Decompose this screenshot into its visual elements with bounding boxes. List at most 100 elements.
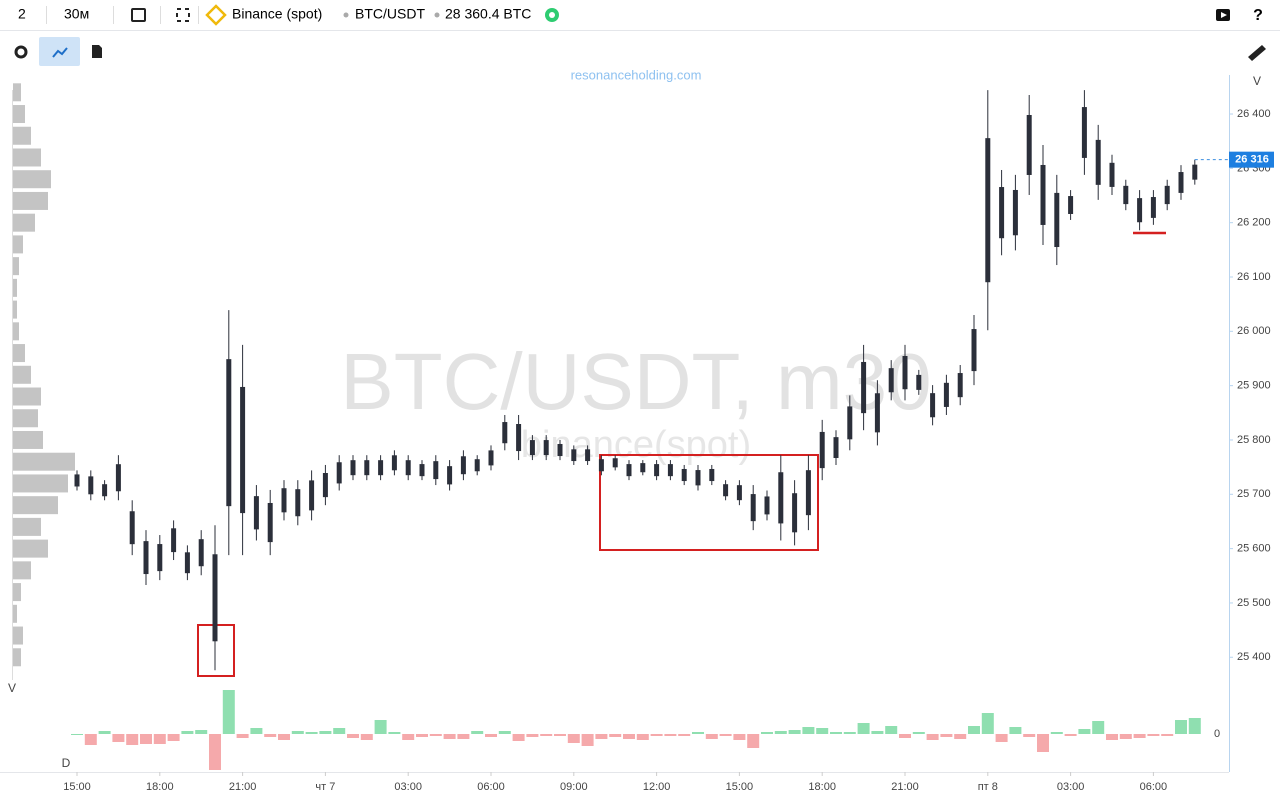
- delta-bar: [167, 734, 180, 741]
- bar-body: [1081, 107, 1087, 158]
- bar-body: [1026, 115, 1032, 175]
- bar-body: [888, 368, 894, 393]
- profile-bar: [13, 496, 58, 515]
- bar-body: [1192, 164, 1198, 180]
- delta-bar: [926, 734, 939, 740]
- bar-body: [171, 528, 177, 553]
- layout[interactable]: 2: [18, 6, 26, 22]
- delta-bar: [1175, 720, 1187, 734]
- profile-bar: [13, 126, 31, 145]
- timeframe[interactable]: 30м: [64, 6, 89, 22]
- delta-bar: [705, 734, 718, 739]
- delta-bar: [664, 734, 677, 736]
- screenshot-icon[interactable]: [176, 8, 190, 22]
- bar-body: [198, 539, 204, 567]
- delta-bar: [1133, 734, 1146, 738]
- x-tick-label: 03:00: [1057, 781, 1085, 793]
- bar-body: [819, 431, 825, 469]
- settings-icon[interactable]: [14, 45, 28, 59]
- bar-body: [585, 449, 591, 462]
- delta-bar: [912, 732, 925, 734]
- bar-body: [460, 456, 466, 475]
- delta-bar: [995, 734, 1008, 742]
- delta-bar: [1009, 727, 1022, 734]
- profile-bar: [13, 604, 17, 623]
- y-tick-label: 25 800: [1237, 434, 1271, 446]
- delta-bar: [1064, 734, 1077, 736]
- profile-bar: [13, 148, 41, 167]
- y-tick-label: 25 600: [1237, 543, 1271, 555]
- status-icon-inner: [549, 12, 555, 18]
- bar-body: [957, 373, 963, 398]
- notes-icon[interactable]: [92, 45, 102, 58]
- delta-bar: [830, 732, 842, 734]
- y-tick-label: 26 400: [1237, 108, 1271, 120]
- bar-body: [129, 511, 135, 545]
- delta-bar: [250, 728, 263, 734]
- bar-body: [792, 493, 798, 533]
- delta-bar: [540, 734, 553, 736]
- x-tick-label: 21:00: [229, 781, 257, 793]
- profile-bar: [13, 105, 25, 124]
- bar-body: [626, 464, 632, 477]
- delta-bar: [416, 734, 428, 737]
- delta-bar: [981, 713, 994, 734]
- bar-body: [640, 463, 646, 473]
- help-icon[interactable]: ?: [1253, 7, 1263, 24]
- delta-bar: [360, 734, 373, 740]
- bar-body: [695, 470, 701, 486]
- y-tick-label: 25 400: [1237, 651, 1271, 663]
- calendar-icon[interactable]: [131, 8, 146, 22]
- bar-body: [612, 458, 618, 468]
- bar-body: [115, 464, 121, 492]
- bar-body: [309, 480, 315, 511]
- delta-bar: [222, 690, 235, 734]
- delta-label: D: [62, 756, 71, 770]
- bar-body: [212, 554, 218, 642]
- bar-body: [322, 473, 328, 498]
- bar-body: [1012, 189, 1018, 236]
- delta-bar: [126, 734, 139, 745]
- bar-body: [1164, 185, 1170, 205]
- bar-body: [750, 494, 756, 522]
- y-tick-label: 25 900: [1237, 380, 1271, 392]
- bar-body: [281, 488, 287, 513]
- profile-bar: [13, 257, 19, 276]
- x-tick-label: 12:00: [643, 781, 671, 793]
- delta-bar: [112, 734, 125, 742]
- delta-bar: [498, 731, 511, 734]
- delta-bar: [264, 734, 277, 737]
- bar-body: [1040, 164, 1046, 225]
- bar-body: [598, 459, 604, 472]
- bar-body: [1054, 192, 1060, 248]
- line-icon: [52, 47, 68, 58]
- ruler-icon[interactable]: [1248, 45, 1266, 61]
- watermark: BTC/USDT, m30: [340, 337, 931, 426]
- dot: [343, 12, 349, 18]
- bar-body: [999, 187, 1005, 239]
- bar-body: [971, 329, 977, 372]
- profile-bar: [13, 235, 23, 254]
- profile-bar: [13, 191, 48, 210]
- profile-bar: [13, 409, 38, 428]
- delta-bar: [512, 734, 525, 741]
- bar-body: [1137, 198, 1143, 223]
- delta-bar: [402, 734, 415, 740]
- delta-bar: [774, 731, 787, 734]
- delta-bar: [788, 730, 801, 734]
- delta-bar: [1188, 718, 1201, 734]
- delta-bar: [388, 732, 401, 734]
- bar-body: [529, 440, 535, 456]
- y-tick-label: 26 200: [1237, 217, 1271, 229]
- delta-bar: [968, 726, 980, 734]
- profile-bar: [13, 344, 25, 363]
- bar-body: [433, 461, 439, 480]
- bar-body: [350, 460, 356, 476]
- delta-bar: [471, 731, 484, 734]
- delta-bar: [940, 734, 953, 737]
- delta-tick-label: 0: [1214, 728, 1220, 740]
- delta-bar: [678, 734, 691, 736]
- delta-bar: [181, 731, 194, 734]
- bar-body: [295, 489, 301, 517]
